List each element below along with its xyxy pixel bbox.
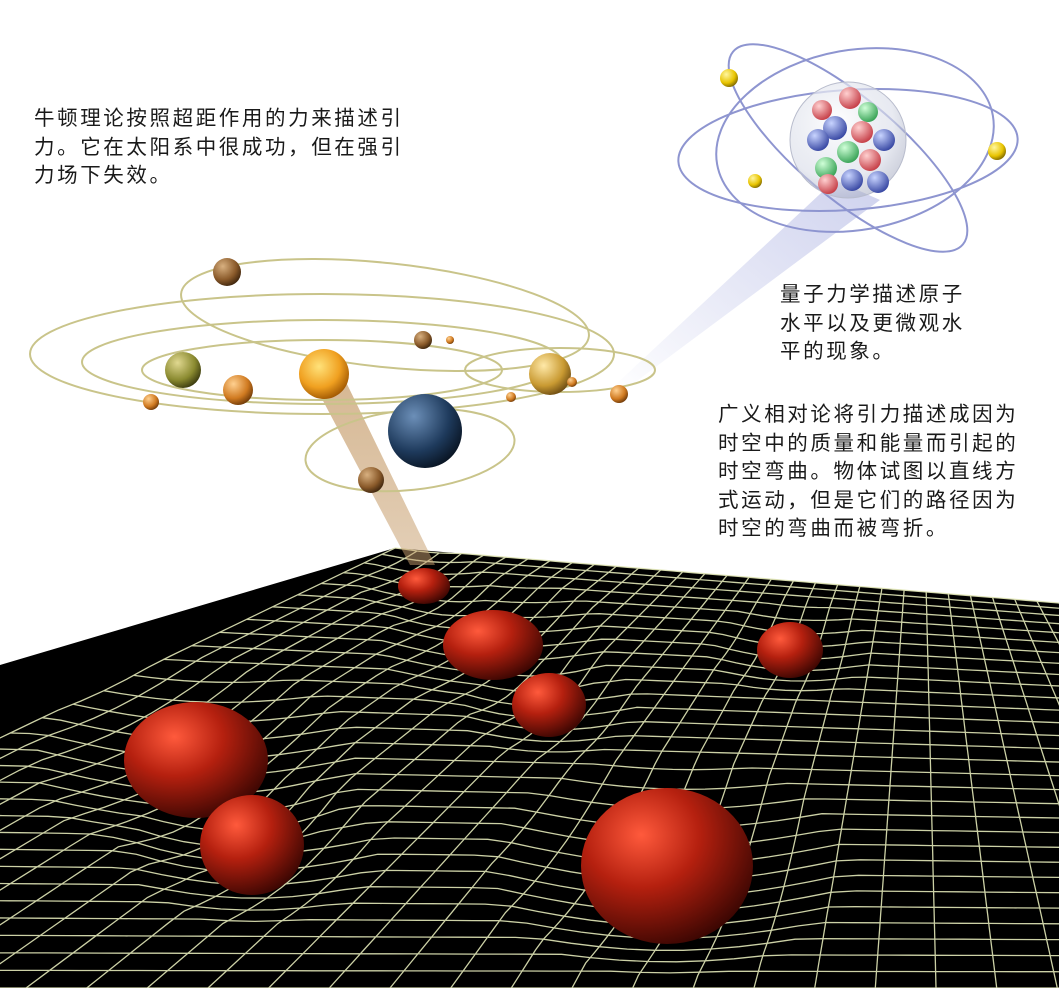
mass-sphere (398, 568, 450, 604)
grid-line (0, 900, 1059, 927)
planet (213, 258, 241, 286)
planet (414, 331, 432, 349)
grid-line (0, 917, 1059, 940)
electron (988, 142, 1006, 160)
planet (506, 392, 516, 402)
mass-sphere (124, 702, 268, 818)
grid-line (246, 618, 1059, 664)
electron (748, 174, 762, 188)
grid-line (0, 831, 1059, 866)
grid-line (73, 703, 1059, 737)
newton-caption: 牛顿理论按照超距作用的力来描述引 力。它在太阳系中很成功，但在强引 力场下失效。 (34, 106, 404, 187)
grid-line (103, 690, 1059, 724)
electron (720, 69, 738, 87)
grid-line (0, 865, 1059, 898)
grid-line (191, 645, 1059, 687)
planet (358, 467, 384, 493)
mass-spheres (124, 568, 823, 944)
planet (223, 375, 253, 405)
grid-line (363, 562, 1059, 617)
planets (143, 258, 628, 493)
grid-line (394, 547, 1059, 604)
grid-line (321, 582, 1059, 634)
grid-line (343, 572, 1059, 625)
mass-sphere (443, 610, 543, 680)
grid-line (0, 848, 1059, 882)
planet (165, 352, 201, 388)
mass-sphere (200, 795, 304, 895)
sun (299, 349, 349, 399)
grid-line (297, 594, 1059, 644)
planet (446, 336, 454, 344)
planet (529, 353, 571, 395)
atom (677, 43, 1019, 253)
nucleons (807, 87, 895, 194)
grid-line (133, 674, 1059, 711)
planet (610, 385, 628, 403)
planet (567, 377, 577, 387)
grid-line (381, 553, 1059, 609)
general-relativity-caption: 广义相对论将引力描述成因为 时空中的质量和能量而引起的 时空弯曲。物体试图以直线… (718, 402, 1019, 540)
grid-line (0, 934, 1059, 951)
quantum-caption: 量子力学描述原子 水平以及更微观水 平的现象。 (780, 282, 965, 363)
mass-sphere (581, 788, 753, 944)
mass-sphere (512, 673, 586, 737)
planet (143, 394, 159, 410)
grid-line (0, 882, 1059, 913)
grid-line (0, 781, 1059, 814)
grid-lines (0, 547, 1059, 988)
grid-line (219, 631, 1059, 676)
grid-line (163, 658, 1059, 699)
grid-line (0, 798, 1059, 832)
atom-projection-beam (612, 180, 880, 392)
mass-sphere (757, 622, 823, 678)
grid-line (0, 969, 1059, 974)
grid-line (0, 952, 1059, 963)
planet-earth (388, 394, 462, 468)
grid-line (272, 606, 1059, 654)
grid-line (0, 814, 1059, 848)
